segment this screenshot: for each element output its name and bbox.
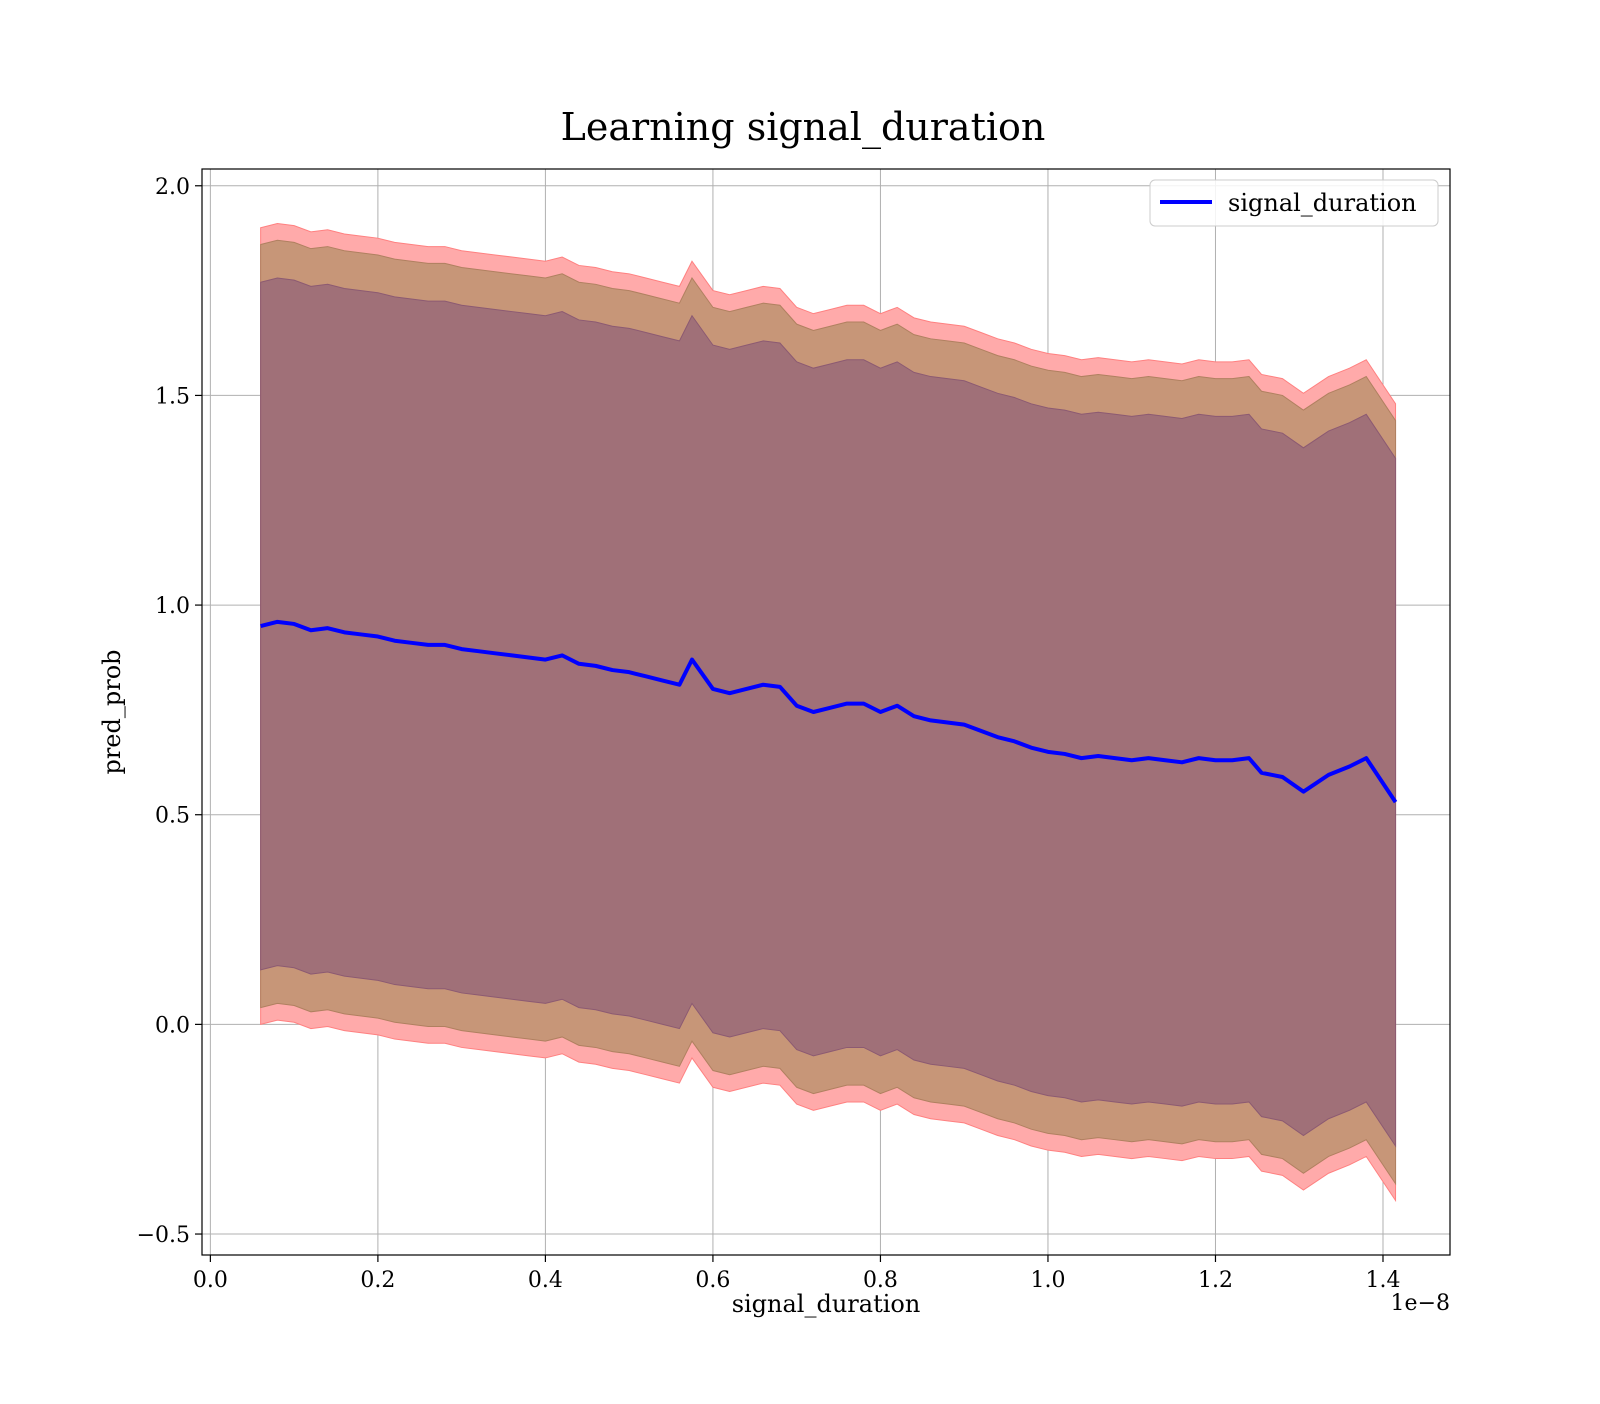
y-tick-label: 0.0 xyxy=(155,1013,190,1038)
x-axis-title: signal_duration xyxy=(732,1290,921,1318)
y-tick-label: −0.5 xyxy=(137,1223,190,1248)
y-tick-label: 1.5 xyxy=(155,384,190,409)
band-layer xyxy=(260,223,1397,1203)
x-tick-label: 0.4 xyxy=(528,1268,563,1293)
y-tick-label: 0.5 xyxy=(155,804,190,829)
x-tick-label: 0.2 xyxy=(360,1268,395,1293)
x-tick-label: 1.0 xyxy=(1030,1268,1065,1293)
chart-title: Learning signal_duration xyxy=(561,105,1046,150)
x-axis-offset-label: 1e−8 xyxy=(1391,1291,1450,1316)
x-tick-label: 0.8 xyxy=(863,1268,898,1293)
plot-frame xyxy=(201,168,1451,1256)
legend: signal_duration xyxy=(1149,179,1439,227)
series-line-signal-duration xyxy=(260,619,1398,804)
y-axis-title: pred_prob xyxy=(98,649,126,774)
x-tick-label: 0.0 xyxy=(193,1268,228,1293)
x-tick-label: 1.2 xyxy=(1198,1268,1233,1293)
line-layer xyxy=(260,619,1398,804)
y-axis-ticks: −0.5 0.0 0.5 1.0 1.5 2.0 xyxy=(137,175,202,1248)
y-tick-label: 1.0 xyxy=(155,594,190,619)
x-tick-label: 1.4 xyxy=(1365,1268,1400,1293)
legend-entry-signal-duration: signal_duration xyxy=(1228,189,1417,217)
legend-box xyxy=(1149,179,1439,227)
x-axis-ticks: 0.0 0.2 0.4 0.6 0.8 1.0 1.2 1.4 xyxy=(193,1255,1400,1293)
inner-band xyxy=(260,277,1397,1148)
y-tick-label: 2.0 xyxy=(155,175,190,200)
x-tick-label: 0.6 xyxy=(695,1268,730,1293)
